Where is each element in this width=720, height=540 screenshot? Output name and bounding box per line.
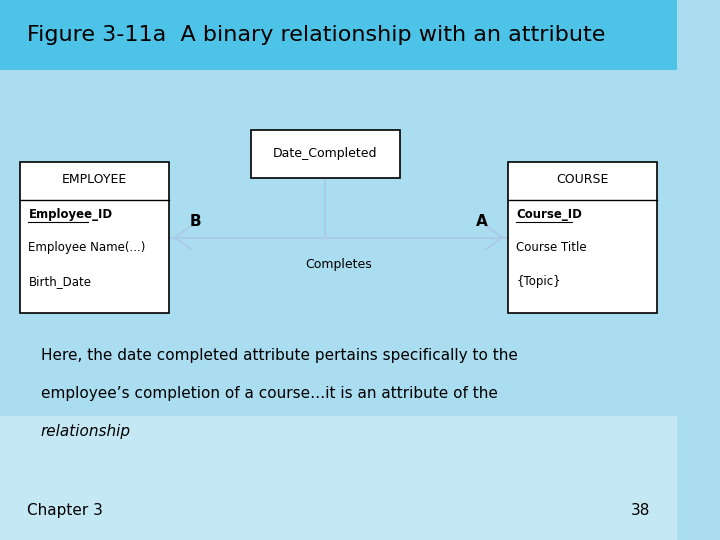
Text: Completes: Completes [305, 258, 372, 271]
FancyBboxPatch shape [508, 162, 657, 313]
Text: employee’s completion of a course…it is an attribute of the: employee’s completion of a course…it is … [40, 386, 498, 401]
Text: Course Title: Course Title [516, 241, 587, 254]
Text: relationship: relationship [40, 424, 130, 439]
Text: Figure 3-11a  A binary relationship with an attribute: Figure 3-11a A binary relationship with … [27, 25, 606, 45]
Text: {Topic}: {Topic} [516, 275, 561, 288]
FancyBboxPatch shape [0, 416, 678, 540]
FancyBboxPatch shape [20, 162, 169, 313]
Text: EMPLOYEE: EMPLOYEE [62, 173, 127, 186]
FancyBboxPatch shape [0, 0, 678, 70]
Text: COURSE: COURSE [557, 173, 608, 186]
Text: Here, the date completed attribute pertains specifically to the: Here, the date completed attribute perta… [40, 348, 518, 363]
Text: B: B [189, 214, 202, 229]
Text: Employee_ID: Employee_ID [29, 208, 112, 221]
FancyBboxPatch shape [251, 130, 400, 178]
Text: Chapter 3: Chapter 3 [27, 503, 103, 518]
Text: Date_Completed: Date_Completed [273, 147, 377, 160]
Text: Birth_Date: Birth_Date [29, 275, 91, 288]
Text: 38: 38 [631, 503, 650, 518]
Text: A: A [476, 214, 487, 229]
Text: Employee Name(...): Employee Name(...) [29, 241, 146, 254]
Text: Course_ID: Course_ID [516, 208, 582, 221]
